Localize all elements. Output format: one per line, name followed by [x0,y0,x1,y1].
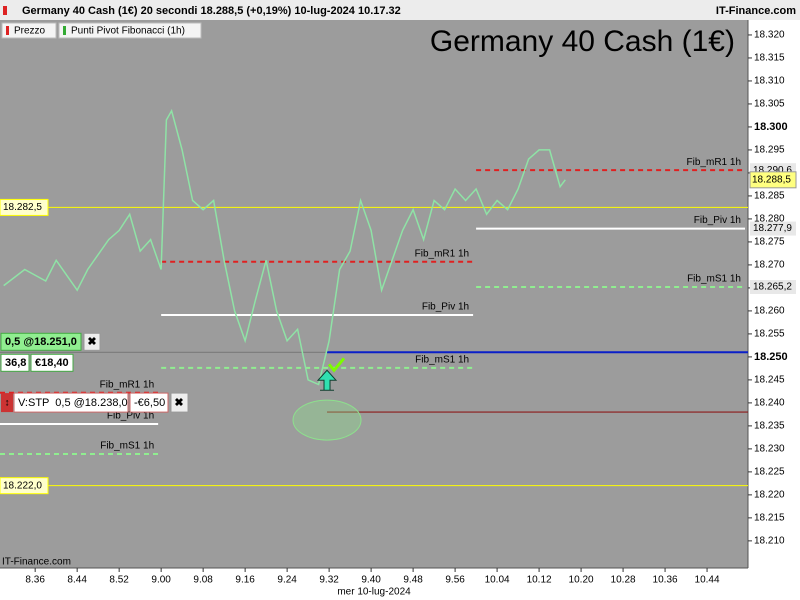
x-tick-label: 9.40 [361,575,381,586]
pivot-label: Fib_mS1 1h [415,355,469,366]
entry-arrow [316,369,338,391]
x-tick-label: 10.28 [611,575,636,586]
pivot-label: Fib_Piv 1h [422,302,469,313]
pivot-label: Fib_mR1 1h [100,379,154,390]
pivot-label: Fib_mS1 1h [100,441,154,452]
order-qty-box [0,353,30,372]
x-tick-label: 8.36 [25,575,45,586]
order-close[interactable] [83,332,101,351]
header-text: Germany 40 Cash (1€) 20 secondi 18.288,5… [22,5,401,17]
y-tick-label: 18.300 [754,121,788,133]
pivot-value: 18.290,6 [753,165,792,176]
x-axis-label: mer 10-lug-2024 [337,587,411,598]
hline-label-box [0,198,49,216]
header-source: IT-Finance.com [716,5,796,17]
pivot-label: Fib_Piv 1h [694,215,741,226]
y-tick-label: 18.225 [754,467,785,478]
stop-close-x: ✖ [174,397,183,409]
header-bar [0,0,800,20]
legend-entry: Punti Pivot Fibonacci (1h) [71,26,185,37]
stop-label: V:STP 0,5 @18.238,0 [18,397,128,409]
y-tick-label: 18.310 [754,76,785,87]
y-tick-label: 18.220 [754,490,785,501]
y-tick-label: 18.250 [754,351,788,363]
time-axis [0,568,800,600]
y-tick-label: 18.235 [754,421,785,432]
y-tick-label: 18.270 [754,260,785,271]
x-tick-label: 10.44 [695,575,720,586]
y-tick-label: 18.230 [754,444,785,455]
footer-source: IT-Finance.com [2,557,71,568]
y-tick-label: 18.315 [754,53,785,64]
order-amount-box [30,353,74,372]
hline-label-box [0,477,49,495]
hline-label: 18.222,0 [3,480,42,491]
y-tick-label: 18.215 [754,513,785,524]
stop-handle [1,393,13,413]
x-tick-label: 9.56 [445,575,465,586]
stop-amount-box [129,392,169,413]
order-amount: €18,40 [35,357,69,369]
last-price-box [749,171,797,189]
y-tick-label: 18.280 [754,214,785,225]
pivot-value-box [750,221,796,236]
order-label: 0,5 @18.251,0 [5,336,77,348]
entry-check [327,357,346,373]
legend-box [1,22,57,39]
y-tick-label: 18.240 [754,398,785,409]
last-price-label: 18.288,5 [752,174,791,185]
y-tick-label: 18.305 [754,99,785,110]
x-tick-label: 10.20 [569,575,594,586]
pivot-label: Fib_Piv 1h [107,411,154,422]
x-tick-label: 9.32 [319,575,339,586]
watermark-title: Germany 40 Cash (1€) [430,25,735,58]
pivot-value: 18.265,2 [753,282,792,293]
x-tick-label: 8.44 [67,575,87,586]
pivot-label: Fib_mR1 1h [415,248,469,259]
stop-close[interactable] [170,392,189,413]
x-tick-label: 9.00 [151,575,171,586]
stop-box [13,392,129,413]
stop-handle-icon: ↕ [5,398,10,409]
y-tick-label: 18.275 [754,237,785,248]
order-qty: 36,8 [5,357,26,369]
legend-entry: Prezzo [14,26,46,37]
y-tick-label: 18.285 [754,191,785,202]
order-close-x: ✖ [87,336,96,348]
y-tick-label: 18.245 [754,375,785,386]
price-line [3,108,566,386]
x-tick-label: 10.04 [485,575,510,586]
y-tick-label: 18.255 [754,329,785,340]
pivot-label: Fib_mS1 1h [687,274,741,285]
pivot-value: 18.277,9 [753,223,792,234]
x-tick-label: 10.12 [527,575,552,586]
y-tick-label: 18.260 [754,306,785,317]
header-icon [3,6,7,15]
legend-box [58,22,202,39]
x-tick-label: 10.36 [653,575,678,586]
legend-icon [63,26,66,35]
pivot-label: Fib_mR1 1h [687,157,741,168]
x-tick-label: 8.52 [109,575,129,586]
order-box [0,332,82,351]
legend-icon [6,26,9,35]
y-tick-label: 18.295 [754,145,785,156]
pivot-value-box [750,279,796,294]
y-tick-label: 18.320 [754,30,785,41]
x-tick-label: 9.08 [193,575,213,586]
x-tick-label: 9.48 [403,575,423,586]
y-tick-label: 18.210 [754,536,785,547]
entry-highlight [292,399,362,441]
x-tick-label: 9.16 [235,575,255,586]
stop-amount: -€6,50 [134,397,165,409]
x-tick-label: 9.24 [277,575,297,586]
plot-area [0,0,748,568]
hline-label: 18.282,5 [3,202,42,213]
